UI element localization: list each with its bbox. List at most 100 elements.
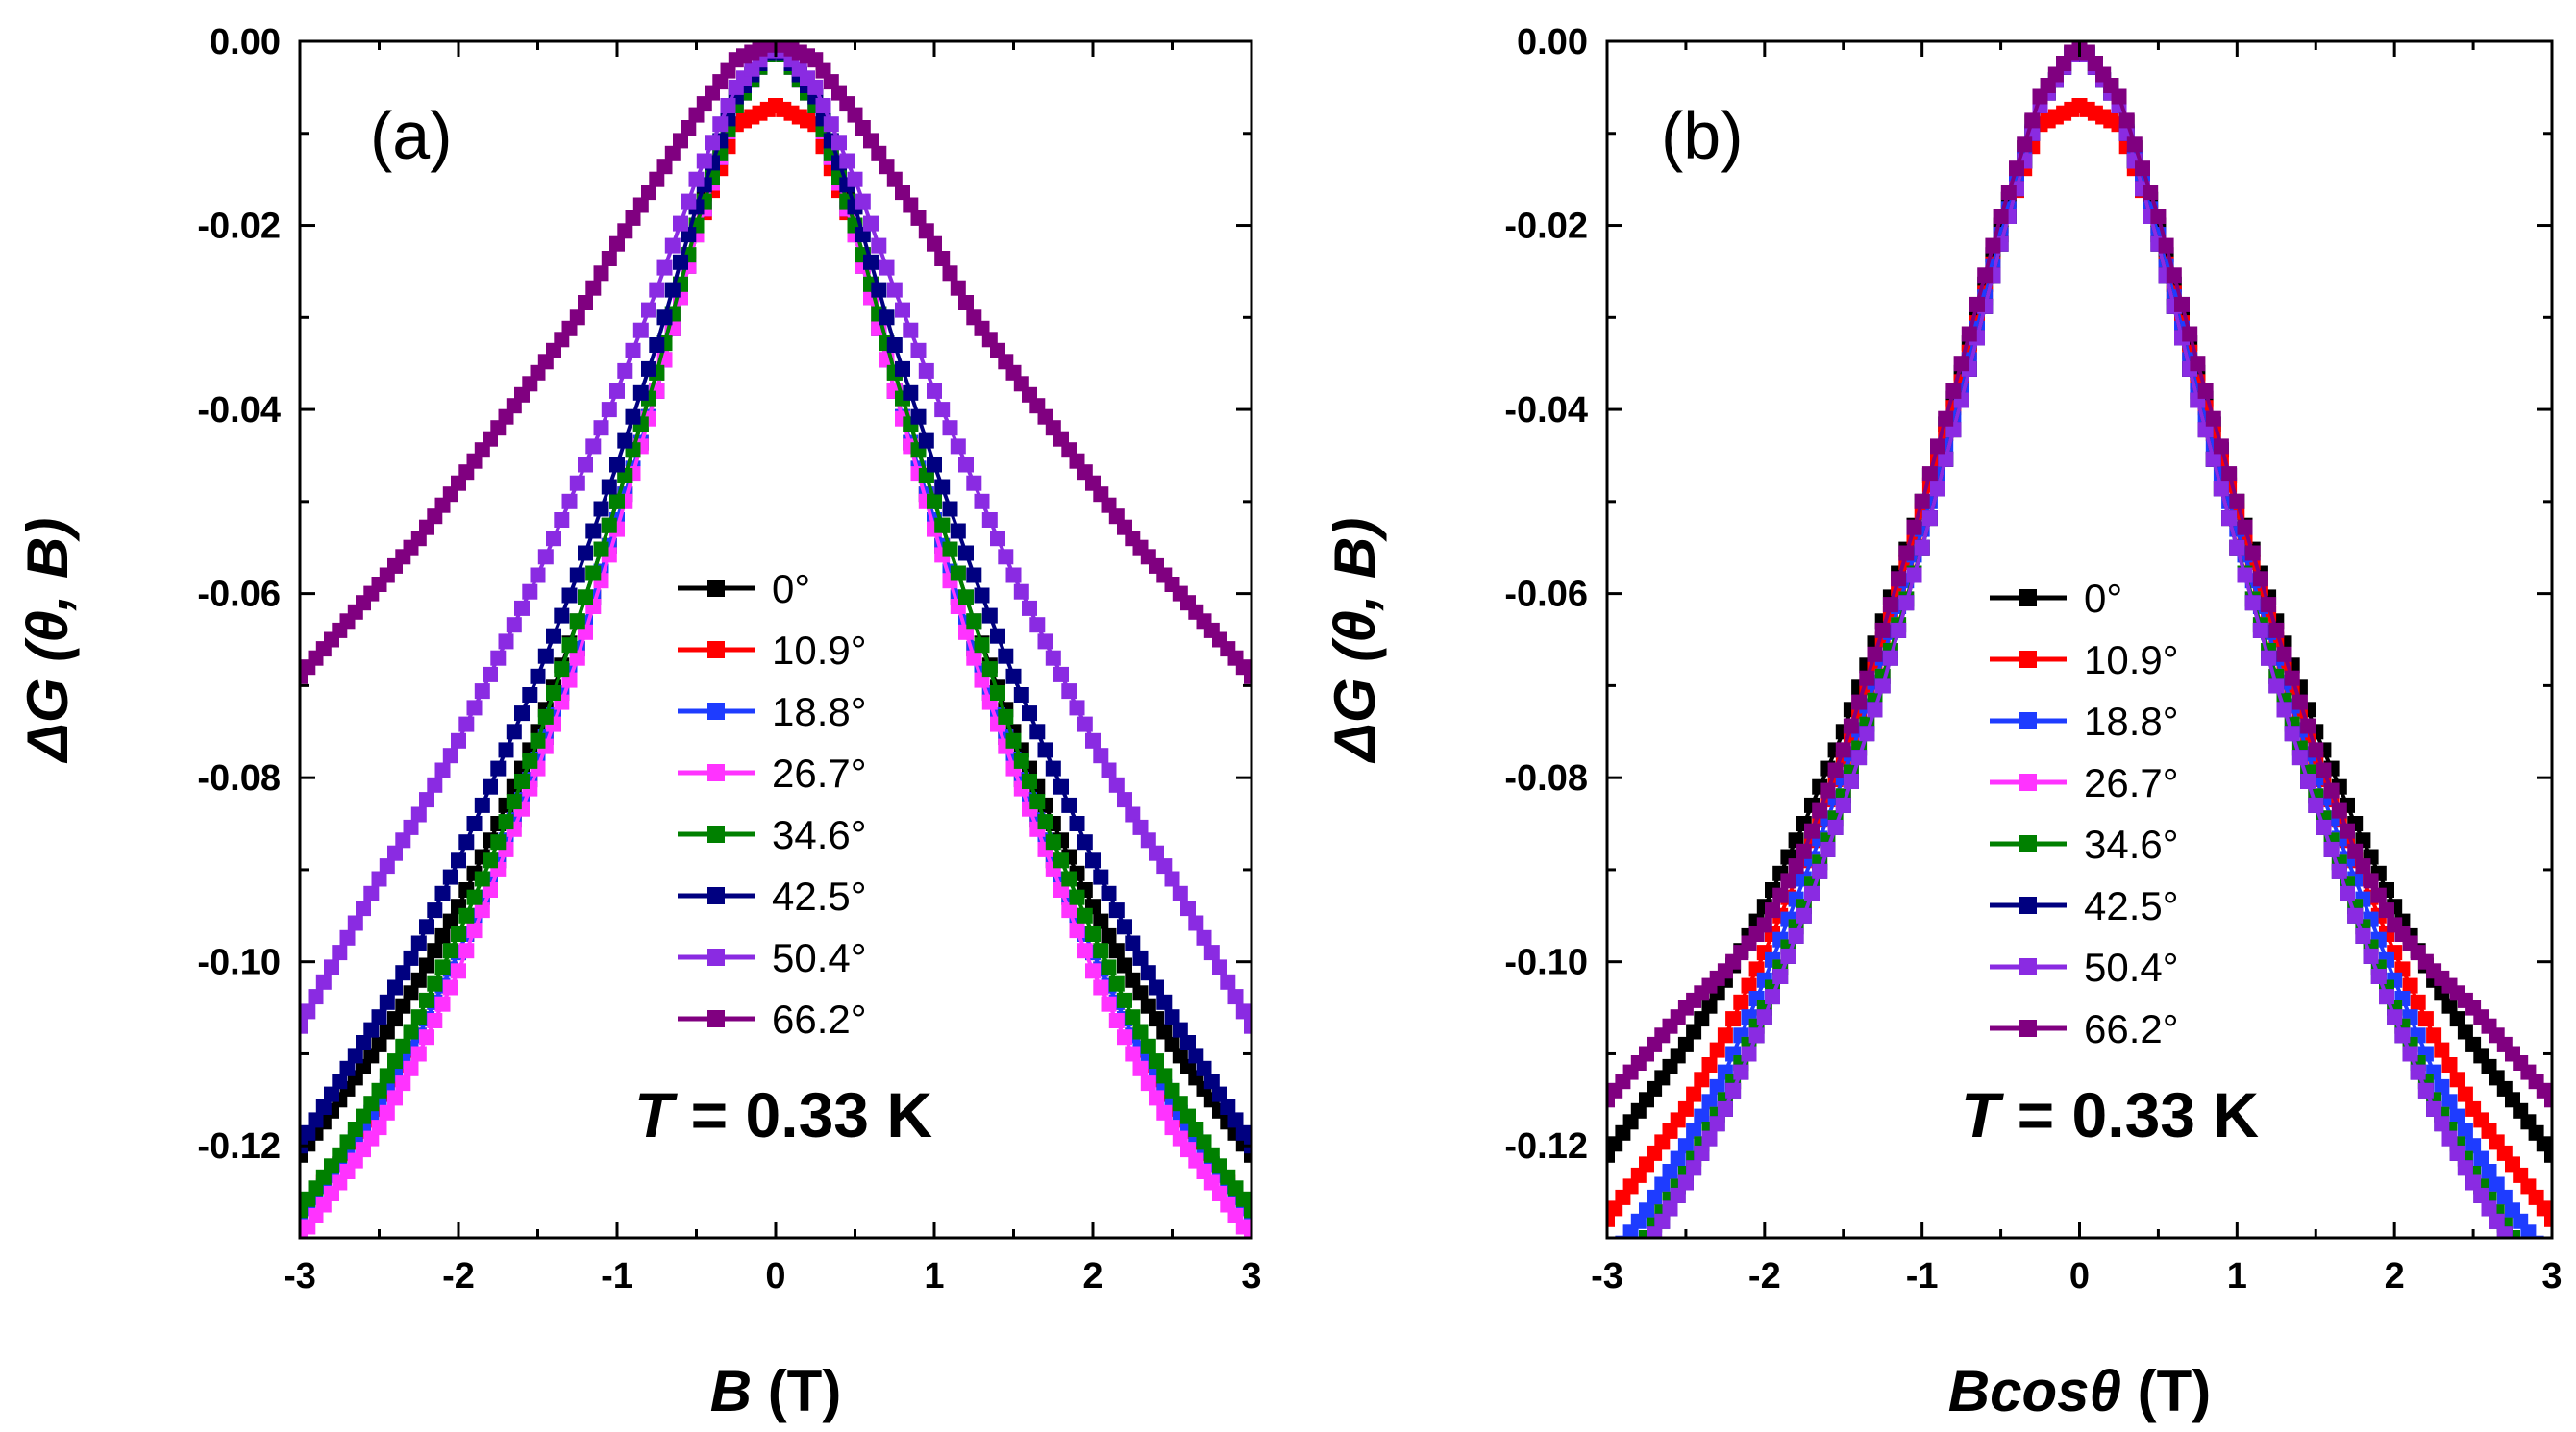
series-7 (1607, 41, 2552, 1108)
data-point (705, 135, 720, 151)
data-point (2284, 726, 2300, 742)
legend-item: 18.8° (1990, 699, 2179, 744)
data-point (2473, 1187, 2489, 1203)
data-point (1874, 678, 1891, 694)
data-point (617, 362, 633, 379)
data-point (1005, 732, 1022, 749)
data-point (332, 1074, 348, 1090)
data-point (1677, 1174, 1694, 1191)
legend-marker (707, 949, 725, 966)
data-point (458, 943, 475, 959)
data-point (823, 116, 839, 133)
data-point (1180, 901, 1196, 917)
data-point (1820, 782, 1836, 799)
data-point (1005, 668, 1022, 684)
data-point (1788, 927, 1804, 944)
data-point (1772, 969, 1789, 984)
data-point (434, 927, 451, 944)
data-point (2505, 1240, 2520, 1255)
legend-label: 50.4° (2084, 945, 2179, 990)
data-point (1686, 1024, 1702, 1040)
data-point (2197, 383, 2214, 399)
data-point (1132, 819, 1149, 835)
legend-item: 26.7° (678, 751, 867, 796)
data-point (2544, 1092, 2552, 1108)
data-point (1914, 493, 1930, 509)
data-point (1961, 326, 1977, 342)
data-point (2544, 1211, 2552, 1227)
data-point (966, 613, 982, 630)
data-point (1101, 996, 1117, 1012)
data-point (625, 210, 641, 226)
data-point (2261, 650, 2277, 666)
data-point (641, 302, 656, 318)
data-point (2143, 185, 2159, 201)
data-point (506, 794, 522, 810)
data-point (1677, 1036, 1694, 1052)
data-point (1045, 760, 1061, 777)
data-point (2237, 519, 2253, 535)
data-point (427, 975, 443, 992)
data-point (1069, 889, 1085, 905)
legend-item: 50.4° (678, 935, 867, 980)
data-point (1037, 814, 1053, 830)
data-point (2520, 1224, 2537, 1238)
data-point (1093, 913, 1109, 929)
data-point (855, 193, 871, 210)
data-point (1812, 863, 1828, 879)
data-point (506, 724, 522, 740)
data-point (2505, 1240, 2520, 1255)
data-point (2402, 1046, 2418, 1062)
data-point (434, 996, 451, 1012)
data-point (847, 171, 863, 187)
data-point (1045, 650, 1061, 666)
data-point (1244, 1018, 1251, 1034)
data-point (934, 251, 951, 266)
data-point (403, 950, 419, 966)
data-point (958, 545, 974, 561)
data-point (2355, 927, 2371, 944)
data-point (1061, 871, 1077, 887)
temperature-symbol: T (634, 1079, 678, 1150)
data-point (886, 282, 903, 298)
temperature-symbol: T (1961, 1079, 2004, 1150)
data-point (2268, 678, 2285, 694)
temperature-annotation: T = 0.33 K (634, 1079, 932, 1150)
data-point (2379, 902, 2394, 919)
data-point (387, 1090, 403, 1106)
legend-marker (707, 764, 725, 781)
data-point (1140, 1075, 1156, 1092)
data-point (632, 322, 649, 338)
data-point (1788, 858, 1804, 875)
data-point (2410, 1064, 2426, 1080)
data-point (712, 116, 729, 133)
data-point (681, 120, 697, 136)
data-point (903, 197, 919, 213)
data-point (434, 959, 451, 975)
data-point (617, 432, 633, 449)
data-point (2434, 1116, 2450, 1132)
data-point (578, 589, 593, 605)
data-point (1196, 929, 1212, 946)
data-point (1085, 963, 1101, 979)
data-point (2174, 296, 2190, 312)
data-point (1108, 777, 1125, 793)
data-point (498, 633, 514, 650)
data-point (2009, 160, 2024, 177)
data-point (2276, 702, 2292, 718)
data-point (2190, 356, 2206, 372)
temperature-annotation: T = 0.33 K (1961, 1079, 2259, 1150)
data-point (1733, 1064, 1749, 1080)
data-point (1906, 519, 1922, 535)
data-point (578, 545, 593, 561)
data-point (609, 493, 625, 509)
data-point (1765, 902, 1780, 919)
data-point (451, 732, 466, 749)
data-point (2118, 112, 2135, 129)
data-point (1835, 742, 1851, 758)
data-point (387, 1011, 403, 1027)
data-point (2520, 1252, 2536, 1268)
legend-marker (707, 580, 725, 597)
data-point (410, 1009, 427, 1025)
data-point (1180, 1108, 1196, 1124)
